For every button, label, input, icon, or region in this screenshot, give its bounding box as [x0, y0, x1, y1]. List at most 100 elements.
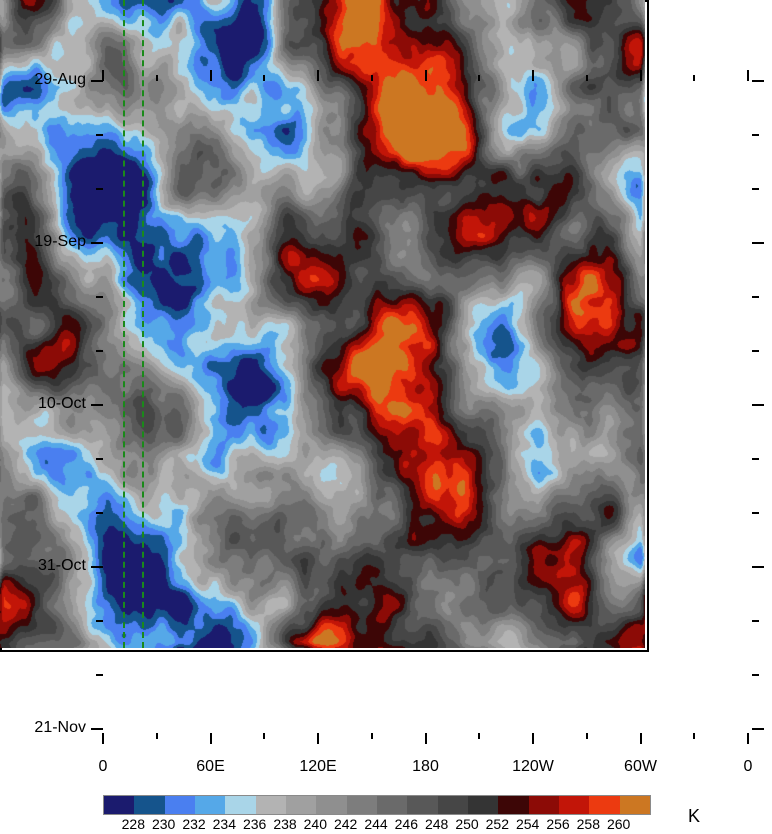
x-tick-minor [585, 75, 588, 81]
green-dashed-line-west [122, 0, 125, 648]
x-axis-tick-label: 60E [196, 758, 225, 775]
x-tick-major [317, 733, 319, 744]
green-dashed-line-east [141, 0, 144, 648]
y-tick-major [752, 728, 764, 730]
y-axis-tick-label: 21-Nov [34, 719, 86, 736]
colorbar-tick-label: 256 [546, 816, 570, 832]
x-tick-minor [263, 75, 266, 81]
x-tick-minor [693, 75, 696, 81]
colorbar-tick-label: 240 [303, 816, 327, 832]
y-tick-minor [752, 296, 759, 298]
y-axis-tick-label: 29-Aug [34, 71, 86, 88]
x-tick-minor [370, 733, 373, 739]
x-tick-major [102, 70, 104, 81]
colorbar-tick-label: 248 [424, 816, 449, 832]
colorbar-swatch [194, 796, 226, 814]
colorbar-unit-label: K [688, 806, 701, 826]
colorbar-swatch [558, 796, 590, 814]
x-axis-tick-label: 180 [412, 758, 439, 775]
x-tick-minor [155, 75, 158, 81]
colorbar-swatch [467, 796, 499, 814]
colorbar-swatch [528, 796, 559, 814]
x-tick-major [209, 733, 212, 744]
colorbar-tick-label: 242 [333, 816, 358, 832]
x-tick-minor [370, 75, 373, 81]
y-tick-major [91, 80, 103, 82]
colorbar-swatch [134, 796, 165, 814]
x-axis-tick-label: 0 [743, 758, 753, 775]
x-tick-major [209, 70, 212, 81]
y-tick-major [91, 566, 103, 568]
y-tick-major [752, 566, 764, 568]
y-tick-minor [752, 620, 759, 622]
x-tick-major [747, 733, 749, 744]
colorbar-tick-label: 254 [515, 816, 540, 832]
x-axis-tick-label: 60W [624, 758, 657, 775]
x-tick-major [639, 70, 642, 81]
colorbar-tick-label: 236 [242, 816, 267, 832]
x-tick-major [747, 70, 749, 81]
colorbar-swatch [255, 796, 286, 814]
y-tick-major [91, 242, 103, 244]
x-tick-minor [478, 75, 481, 81]
colorbar-tick-label: 244 [364, 816, 388, 832]
y-tick-minor [752, 134, 759, 136]
y-tick-minor [96, 512, 103, 514]
y-tick-minor [96, 134, 103, 136]
y-tick-minor [96, 458, 103, 460]
colorbar-tick-label: 260 [606, 816, 631, 832]
colorbar-tick-label: 250 [455, 816, 479, 832]
y-tick-minor [96, 188, 103, 190]
x-tick-major [102, 733, 104, 744]
colorbar-swatch [225, 796, 256, 814]
colorbar-swatch [104, 796, 135, 814]
x-tick-minor [585, 733, 588, 739]
colorbar-tick-label: 232 [182, 816, 206, 832]
plot-area [0, 0, 649, 652]
y-tick-minor [752, 350, 759, 352]
colorbar-tick-label: 228 [121, 816, 145, 832]
x-axis-tick-label: 0 [98, 758, 108, 775]
x-tick-minor [155, 733, 158, 739]
x-tick-major [532, 70, 534, 81]
colorbar-tick-label: 234 [212, 816, 236, 832]
x-tick-minor [693, 733, 696, 739]
colorbar-tick-label: 238 [273, 816, 297, 832]
y-tick-major [91, 404, 103, 406]
y-tick-minor [96, 350, 103, 352]
x-axis-tick-label: 120W [512, 758, 554, 775]
x-tick-major [639, 733, 642, 744]
x-tick-major [317, 70, 319, 81]
colorbar-tick-label: 246 [394, 816, 418, 832]
y-tick-minor [752, 458, 759, 460]
y-tick-minor [96, 296, 103, 298]
colorbar-swatch [376, 796, 408, 814]
y-axis-tick-label: 19-Sep [34, 233, 86, 250]
y-tick-major [752, 404, 764, 406]
y-tick-minor [752, 188, 759, 190]
y-tick-minor [96, 674, 103, 676]
colorbar-swatch [407, 796, 438, 814]
y-tick-major [752, 242, 764, 244]
colorbar-tick-label: 252 [485, 816, 509, 832]
colorbar-swatch [316, 796, 347, 814]
y-tick-minor [752, 512, 759, 514]
y-axis-tick-label: 31-Oct [37, 557, 86, 574]
colorbar-tick-label: 230 [151, 816, 176, 832]
colorbar-swatch [346, 796, 377, 814]
colorbar [103, 795, 651, 815]
colorbar-tick-label: 258 [576, 816, 600, 832]
x-tick-minor [478, 733, 481, 739]
x-tick-major [424, 70, 427, 81]
y-tick-major [752, 80, 764, 82]
x-tick-major [424, 733, 427, 744]
y-tick-minor [96, 620, 103, 622]
colorbar-swatch [437, 796, 468, 814]
hovmoller-field [0, 0, 645, 648]
y-tick-major [91, 728, 103, 730]
colorbar-swatch [619, 796, 650, 814]
y-tick-minor [752, 674, 759, 676]
x-axis-tick-label: 120E [299, 758, 337, 775]
colorbar-swatch [498, 796, 529, 814]
x-tick-major [532, 733, 534, 744]
